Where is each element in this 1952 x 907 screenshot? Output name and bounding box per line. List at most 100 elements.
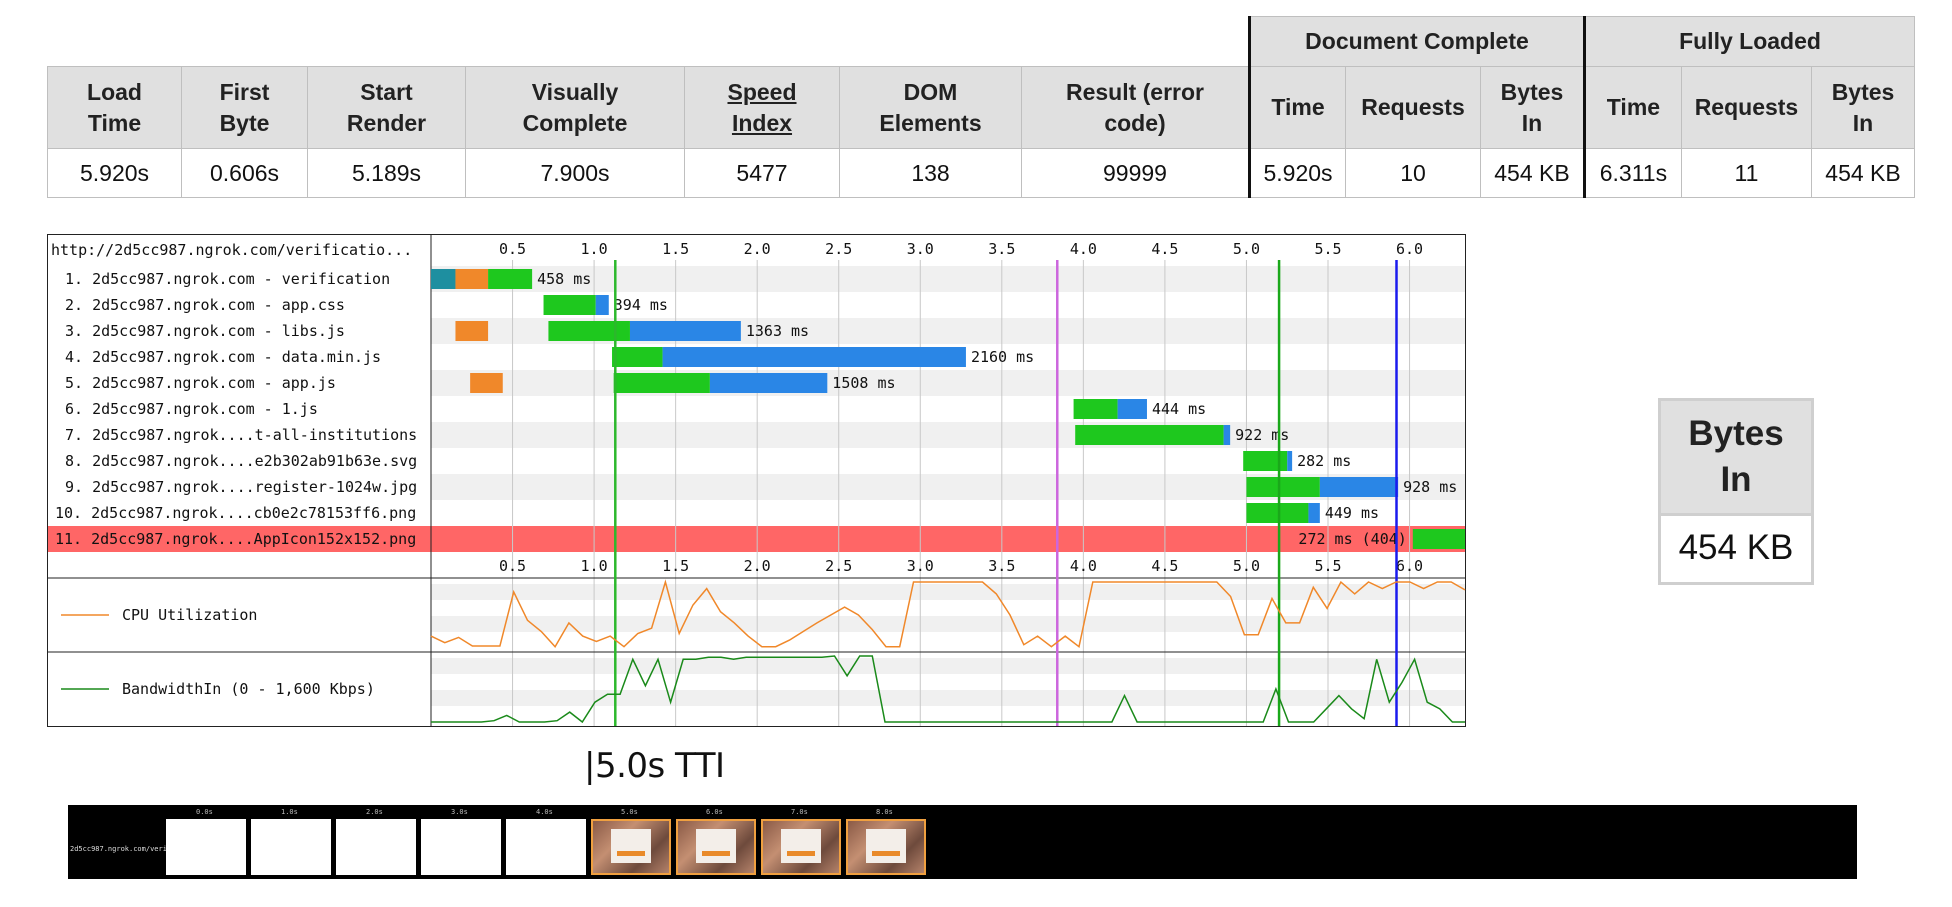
val-fl-bytes: 454 KB xyxy=(1811,148,1915,198)
filmstrip-time-label: 8.0s xyxy=(876,808,893,816)
axis-tick-label-top: 4.5 xyxy=(1151,240,1178,258)
connect-bar xyxy=(455,269,489,289)
screenshot-button xyxy=(617,851,645,856)
page-url-label: http://2d5cc987.ngrok.com/verificatio... xyxy=(51,241,412,259)
col-fl-bytes: Bytes In xyxy=(1811,66,1915,149)
tti-label: |5.0s TTI xyxy=(584,746,725,786)
waterfall-svg: 0.5 0.5 1.0 1.0 1.5 1.5 2.0 2.0 2.5 2.5 3.0 3.0 3.5 3… xyxy=(47,234,1466,727)
screenshot-form-card xyxy=(696,829,736,863)
filmstrip-frame-screenshot[interactable] xyxy=(846,819,926,875)
bytes-in-header: Bytes In xyxy=(1661,401,1811,516)
col-fl-requests: Requests xyxy=(1680,66,1813,149)
col-start-render: Start Render xyxy=(307,66,466,149)
val-load-time: 5.920s xyxy=(47,148,182,198)
screenshot-button xyxy=(787,851,815,856)
cpu-band xyxy=(431,584,1465,600)
axis-tick-label-top: 3.0 xyxy=(907,240,934,258)
screenshot-form-card xyxy=(611,829,651,863)
axis-tick-label-top: 3.5 xyxy=(988,240,1015,258)
ttfb-bar xyxy=(1075,425,1224,445)
col-dom-elements: DOM Elements xyxy=(839,66,1022,149)
filmstrip-frame-blank[interactable] xyxy=(166,819,246,875)
speed-index-link[interactable]: Speed xyxy=(727,78,797,105)
filmstrip-frame-blank[interactable] xyxy=(251,819,331,875)
download-bar xyxy=(595,295,609,315)
axis-tick-label-bottom: 2.0 xyxy=(744,557,771,575)
connect-bar xyxy=(470,373,503,393)
download-bar xyxy=(662,347,966,367)
request-time-label: 1508 ms xyxy=(832,374,895,392)
request-label: 7. 2d5cc987.ngrok....t-all-institutions xyxy=(65,426,417,444)
axis-tick-label-top: 1.5 xyxy=(662,240,689,258)
val-dc-bytes: 454 KB xyxy=(1480,148,1585,198)
val-speed-index: 5477 xyxy=(684,148,840,198)
filmstrip-frame-blank[interactable] xyxy=(506,819,586,875)
val-visually-complete: 7.900s xyxy=(465,148,685,198)
row-bg xyxy=(431,266,1465,292)
axis-tick-label-top: 0.5 xyxy=(499,240,526,258)
axis-tick-label-top: 1.0 xyxy=(581,240,608,258)
filmstrip[interactable]: 2d5cc987.ngrok.com/verificatio... 0.0s 1.… xyxy=(68,805,1857,879)
filmstrip-time-label: 6.0s xyxy=(706,808,723,816)
ttfb-bar xyxy=(543,295,596,315)
bytes-in-box: Bytes In 454 KB xyxy=(1658,398,1814,585)
filmstrip-frame-screenshot[interactable] xyxy=(676,819,756,875)
val-dc-time: 5.920s xyxy=(1248,148,1346,198)
screenshot-form-card xyxy=(866,829,906,863)
filmstrip-frame-blank[interactable] xyxy=(336,819,416,875)
fully-loaded-header: Fully Loaded xyxy=(1583,16,1915,67)
cpu-legend-label: CPU Utilization xyxy=(122,606,257,624)
screenshot-form-card xyxy=(781,829,821,863)
waterfall-chart[interactable]: 0.5 0.5 1.0 1.0 1.5 1.5 2.0 2.0 2.5 2.5 3.0 3.0 3.5 3… xyxy=(47,234,1467,728)
filmstrip-frame-screenshot[interactable] xyxy=(591,819,671,875)
screenshot-button xyxy=(872,851,900,856)
download-bar xyxy=(709,373,828,393)
cpu-band xyxy=(431,616,1465,632)
axis-tick-label-bottom: 5.5 xyxy=(1314,557,1341,575)
col-speed-index[interactable]: Speed Index xyxy=(684,66,840,149)
axis-tick-label-bottom: 1.0 xyxy=(581,557,608,575)
bandwidth-band xyxy=(431,658,1465,674)
request-label: 5. 2d5cc987.ngrok.com - app.js xyxy=(65,374,336,392)
axis-tick-label-bottom: 3.5 xyxy=(988,557,1015,575)
ttfb-bar xyxy=(1412,529,1465,549)
ttfb-bar xyxy=(612,347,663,367)
request-time-label: 458 ms xyxy=(537,270,591,288)
val-dom-elements: 138 xyxy=(839,148,1022,198)
axis-tick-label-top: 5.0 xyxy=(1233,240,1260,258)
request-label: 3. 2d5cc987.ngrok.com - libs.js xyxy=(65,322,345,340)
ttfb-bar xyxy=(548,321,630,341)
cpu-line xyxy=(430,579,1466,649)
error-row-bg xyxy=(48,526,1465,552)
request-label: 1. 2d5cc987.ngrok.com - verification xyxy=(65,270,390,288)
ttfb-bar xyxy=(1073,399,1118,419)
request-time-label: 282 ms xyxy=(1297,452,1351,470)
axis-tick-label-top: 6.0 xyxy=(1396,240,1423,258)
request-time-label: 2160 ms xyxy=(971,348,1034,366)
axis-tick-label-bottom: 2.5 xyxy=(825,557,852,575)
col-load-time: Load Time xyxy=(47,66,182,149)
document-complete-header: Document Complete xyxy=(1248,16,1585,67)
download-bar xyxy=(1287,451,1293,471)
row-bg xyxy=(431,370,1465,396)
ttfb-bar xyxy=(1246,477,1320,497)
filmstrip-url: 2d5cc987.ngrok.com/verificatio... xyxy=(70,845,210,853)
filmstrip-frame-screenshot[interactable] xyxy=(761,819,841,875)
val-dc-requests: 10 xyxy=(1345,148,1481,198)
axis-tick-label-bottom: 6.0 xyxy=(1396,557,1423,575)
summary-spacer xyxy=(47,16,1250,67)
download-bar xyxy=(1117,399,1147,419)
filmstrip-time-label: 7.0s xyxy=(791,808,808,816)
download-bar xyxy=(1223,425,1231,445)
axis-tick-label-bottom: 0.5 xyxy=(499,557,526,575)
axis-tick-label-bottom: 1.5 xyxy=(662,557,689,575)
filmstrip-time-label: 4.0s xyxy=(536,808,553,816)
ttfb-bar xyxy=(1246,503,1309,523)
filmstrip-frame-blank[interactable] xyxy=(421,819,501,875)
request-label: 9. 2d5cc987.ngrok....register-1024w.jpg xyxy=(65,478,417,496)
request-time-label: 394 ms xyxy=(614,296,668,314)
col-result: Result (error code) xyxy=(1021,66,1250,149)
axis-tick-label-bottom: 4.0 xyxy=(1070,557,1097,575)
request-time-label: 449 ms xyxy=(1325,504,1379,522)
col-first-byte: First Byte xyxy=(181,66,308,149)
